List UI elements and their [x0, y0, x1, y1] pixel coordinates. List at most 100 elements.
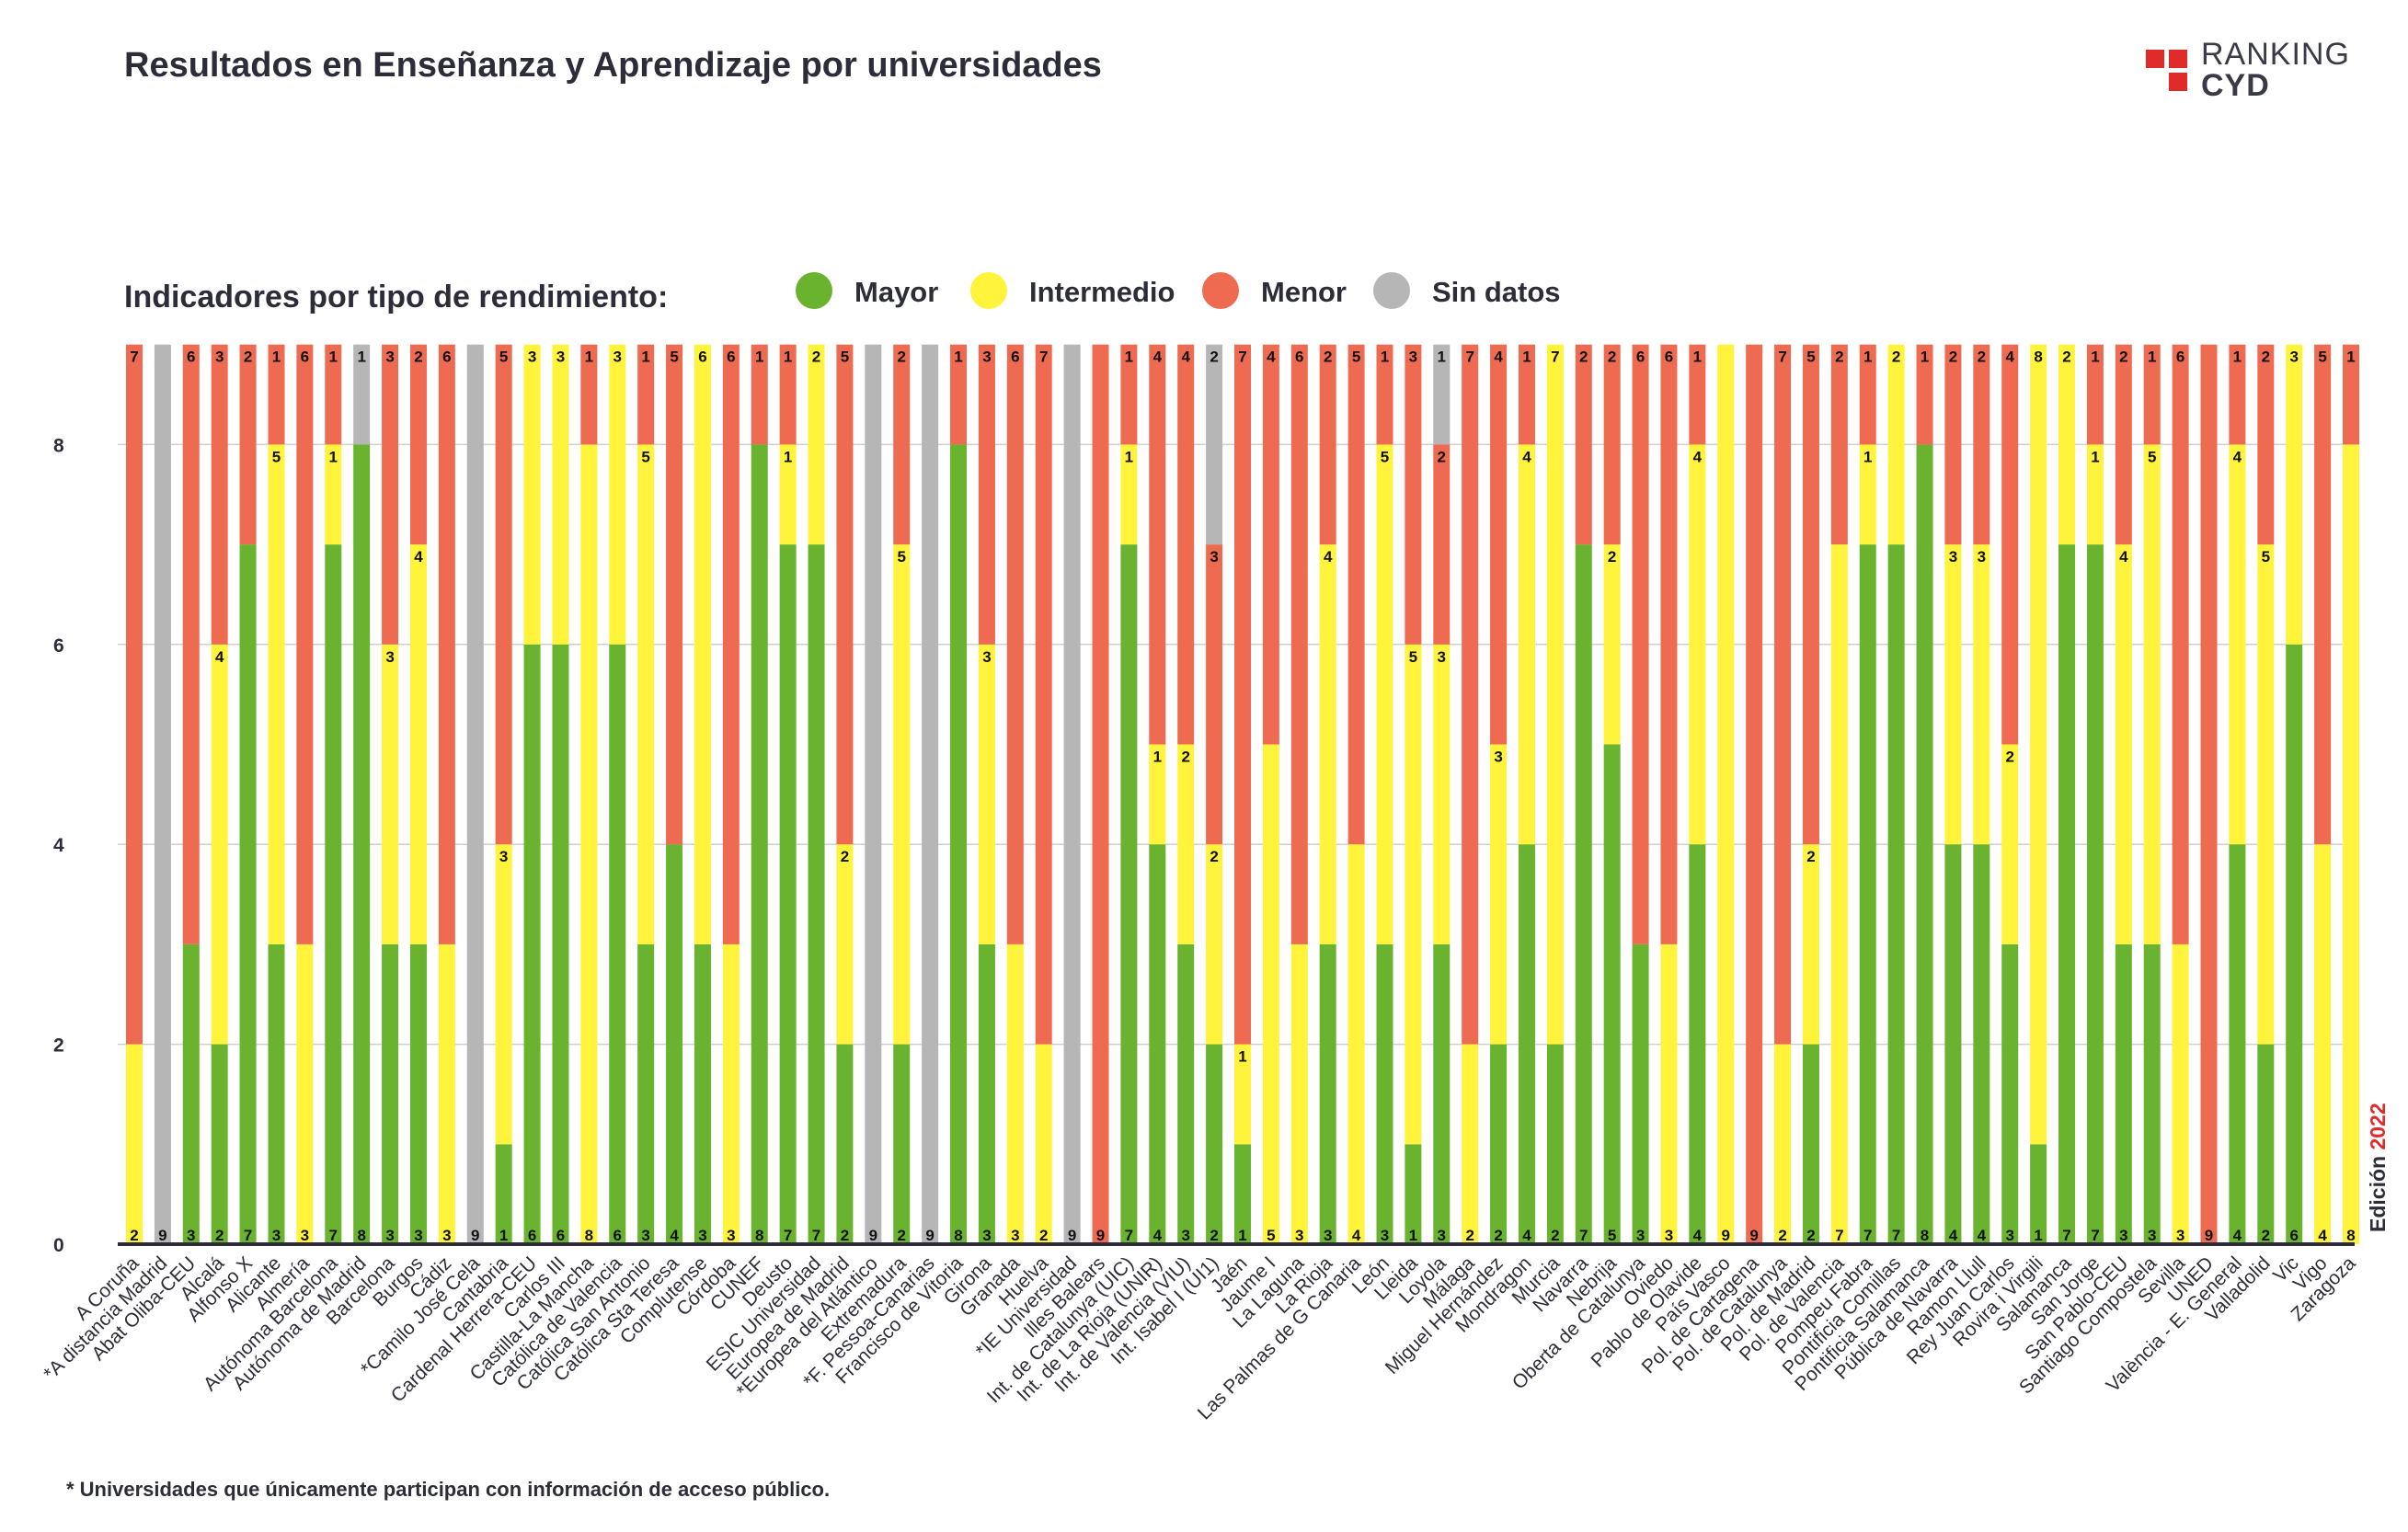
data-label: 2	[1608, 349, 1616, 366]
data-label: 2	[1806, 1227, 1815, 1244]
data-label: 7	[1863, 1227, 1872, 1244]
logo-square-icon	[2169, 50, 2187, 68]
bar-segment-intermedio	[1603, 544, 1621, 745]
page-title: Resultados en Enseñanza y Aprendizaje po…	[124, 46, 1102, 85]
y-tick-label: 8	[53, 435, 64, 456]
bar-segment-menor	[751, 344, 768, 445]
edition-text: Edición	[2366, 1155, 2390, 1232]
bar-segment-intermedio	[438, 943, 455, 1244]
bar-segment-intermedio	[1376, 444, 1393, 944]
bar-segment-menor	[1035, 344, 1052, 1045]
bar-segment-intermedio	[1433, 644, 1451, 944]
bar-segment-intermedio	[1717, 344, 1735, 1244]
data-label: 5	[897, 548, 905, 566]
bar-segment-menor	[2257, 344, 2275, 545]
bar-segment-mayor	[211, 1044, 228, 1244]
data-label: 4	[1949, 1227, 1958, 1244]
data-label: 3	[528, 349, 536, 366]
data-label: 3	[556, 349, 565, 366]
bar-segment-mayor	[239, 544, 257, 1244]
data-label: 1	[641, 349, 649, 366]
data-label: 2	[841, 1227, 849, 1244]
bar-segment-menor	[580, 344, 598, 445]
data-label: 2	[2119, 349, 2127, 366]
data-label: 4	[1522, 448, 1531, 465]
bar-segment-intermedio	[268, 444, 285, 944]
data-label: 9	[1749, 1227, 1758, 1244]
data-label: 9	[471, 1227, 479, 1244]
bar-segment-sin-datos	[1206, 344, 1223, 545]
data-label: 3	[1636, 1227, 1645, 1244]
data-label: 4	[2318, 1227, 2327, 1244]
bar-segment-sin-datos	[353, 344, 371, 445]
footnote: * Universidades que únicamente participa…	[66, 1478, 831, 1501]
bar-segment-intermedio	[296, 943, 314, 1244]
bar-segment-mayor	[1206, 1044, 1223, 1244]
data-label: 1	[272, 349, 281, 366]
bar-segment-mayor	[2257, 1044, 2275, 1244]
bar-segment-intermedio	[2257, 544, 2275, 1045]
data-label: 2	[130, 1227, 138, 1244]
data-label: 4	[215, 648, 224, 666]
data-label: 5	[499, 349, 508, 366]
bar-segment-intermedio	[1149, 744, 1166, 845]
data-label: 3	[385, 349, 394, 366]
data-label: 6	[1295, 349, 1303, 366]
bar-segment-menor	[666, 344, 683, 845]
data-label: 3	[698, 1227, 706, 1244]
bar-segment-mayor	[950, 444, 968, 1244]
data-label: 4	[1978, 1227, 1987, 1244]
bar-segment-intermedio	[1490, 744, 1508, 1045]
bar-segment-menor	[409, 344, 427, 545]
data-label: 5	[2148, 448, 2156, 465]
data-label: 2	[1438, 448, 1446, 465]
data-label: 3	[1011, 1227, 1019, 1244]
data-label: 2	[897, 1227, 905, 1244]
data-label: 7	[784, 1227, 792, 1244]
legend-swatch-icon	[970, 272, 1007, 309]
data-label: 6	[2289, 1227, 2298, 1244]
bar-segment-intermedio	[495, 844, 512, 1145]
data-label: 7	[130, 349, 138, 366]
bar-segment-mayor	[523, 644, 541, 1244]
data-label: 5	[1806, 349, 1815, 366]
data-label: 8	[585, 1227, 593, 1244]
data-label: 4	[1522, 1227, 1531, 1244]
bar-segment-mayor	[1177, 943, 1195, 1244]
bar-segment-menor	[1120, 344, 1138, 445]
data-label: 3	[414, 1227, 422, 1244]
bar-segment-mayor	[1120, 544, 1138, 1244]
logo-text-cyd: CYD	[2201, 68, 2270, 103]
bar-segment-mayor	[2229, 844, 2246, 1244]
data-label: 1	[1125, 349, 1133, 366]
data-label: 9	[158, 1227, 166, 1244]
bar-segment-intermedio	[1689, 444, 1706, 845]
data-label: 1	[954, 349, 962, 366]
data-label: 7	[1551, 349, 1559, 366]
bar-segment-intermedio	[1944, 544, 1962, 845]
bar-segment-menor	[126, 344, 143, 1045]
data-label: 3	[1181, 1227, 1189, 1244]
bar-segment-mayor	[609, 644, 626, 1244]
data-label: 9	[2205, 1227, 2213, 1244]
data-label: 2	[244, 349, 252, 366]
data-label: 6	[1011, 349, 1019, 366]
data-label: 7	[2091, 1227, 2099, 1244]
data-label: 2	[1494, 1227, 1502, 1244]
bar-segment-intermedio	[1462, 1044, 1479, 1244]
data-label: 4	[2233, 448, 2242, 465]
bar-segment-menor	[1859, 344, 1876, 445]
logo-text-ranking: RANKING	[2201, 37, 2350, 72]
data-label: 3	[1949, 548, 1957, 566]
bar-segment-menor	[1689, 344, 1706, 445]
bar-segment-intermedio	[1518, 444, 1535, 845]
bar-segment-menor	[2086, 344, 2104, 445]
data-label: 8	[755, 1227, 763, 1244]
data-label: 5	[272, 448, 281, 465]
bar-segment-intermedio	[1887, 344, 1905, 545]
data-label: 2	[414, 349, 422, 366]
bar-segment-mayor	[1546, 1044, 1564, 1244]
data-label: 4	[1693, 448, 1703, 465]
bar-segment-menor	[1149, 344, 1166, 745]
bar-segment-intermedio	[2115, 544, 2132, 944]
